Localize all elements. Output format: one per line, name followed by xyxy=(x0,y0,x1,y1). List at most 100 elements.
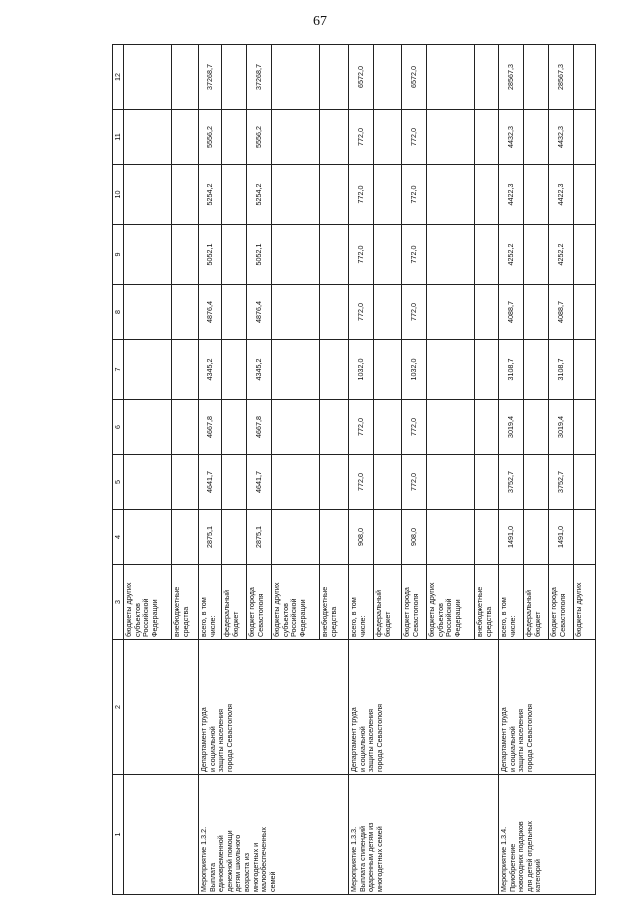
funding-source-cell: бюджет города Севастополя xyxy=(246,564,272,640)
column-number-header: 1 xyxy=(112,774,124,895)
funding-source-cell: всего, в том числе: xyxy=(498,564,524,640)
value-cell: 5556,2 xyxy=(198,109,222,165)
value-cell: 3019,4 xyxy=(548,399,574,455)
measure-cell: Мероприятие 1.3.4. Приобретение новогодн… xyxy=(498,774,596,895)
value-cell xyxy=(573,224,596,285)
value-cell xyxy=(123,164,172,225)
value-cell: 4088,7 xyxy=(498,284,524,340)
funding-source-cell: внебюджетные средства xyxy=(474,564,499,640)
value-cell xyxy=(123,454,172,510)
value-cell xyxy=(221,454,247,510)
value-cell xyxy=(171,339,199,400)
value-cell xyxy=(474,164,499,225)
value-cell xyxy=(426,509,475,565)
value-cell xyxy=(523,284,549,340)
value-cell xyxy=(523,109,549,165)
value-cell: 3752,7 xyxy=(548,454,574,510)
value-cell xyxy=(171,399,199,455)
column-number-header: 6 xyxy=(112,399,124,455)
value-cell xyxy=(373,454,402,510)
funding-source-cell: всего, в том числе: xyxy=(198,564,222,640)
column-number-header: 9 xyxy=(112,224,124,285)
column-number-header: 8 xyxy=(112,284,124,340)
table-row: Мероприятие 1.3.3. Выплата стипендий ода… xyxy=(348,44,499,895)
value-cell: 908,0 xyxy=(401,509,427,565)
value-cell: 1491,0 xyxy=(548,509,574,565)
value-cell xyxy=(573,454,596,510)
funding-source-cell: бюджет города Севастополя xyxy=(401,564,427,640)
value-cell: 4432,3 xyxy=(498,109,524,165)
funding-source-cell: бюджеты других субъектов Российской Феде… xyxy=(271,564,320,640)
measure-cell: Мероприятие 1.3.2. Выплата единовременно… xyxy=(198,774,349,895)
value-cell xyxy=(523,164,549,225)
value-cell xyxy=(319,509,349,565)
value-cell: 5254,2 xyxy=(198,164,222,225)
value-cell xyxy=(271,164,320,225)
value-cell xyxy=(426,109,475,165)
value-cell xyxy=(319,164,349,225)
value-cell xyxy=(123,109,172,165)
value-cell xyxy=(171,509,199,565)
value-cell: 28567,3 xyxy=(548,44,574,110)
value-cell xyxy=(221,339,247,400)
value-cell: 2875,1 xyxy=(198,509,222,565)
value-cell: 4252,2 xyxy=(548,224,574,285)
funding-source-cell: внебюджетные средства xyxy=(171,564,199,640)
value-cell xyxy=(573,164,596,225)
value-cell xyxy=(319,339,349,400)
rotated-table-container: 1 2 3 4 5 6 7 8 9 10 11 12 бюджеты других субъектов … xyxy=(112,44,596,895)
funding-source-cell: бюджет города Севастополя xyxy=(548,564,574,640)
value-cell: 908,0 xyxy=(348,509,374,565)
table-row: Мероприятие 1.3.4. Приобретение новогодн… xyxy=(498,44,596,895)
value-cell xyxy=(474,284,499,340)
value-cell xyxy=(221,109,247,165)
value-cell xyxy=(426,164,475,225)
value-cell xyxy=(426,399,475,455)
value-cell xyxy=(221,284,247,340)
value-cell xyxy=(573,44,596,110)
value-cell xyxy=(426,284,475,340)
value-cell: 4641,7 xyxy=(246,454,272,510)
value-cell xyxy=(426,224,475,285)
table-row: бюджеты других субъектов Российской Феде… xyxy=(123,44,199,895)
value-cell: 772,0 xyxy=(401,109,427,165)
value-cell: 772,0 xyxy=(348,454,374,510)
funding-source-cell: внебюджетные средства xyxy=(319,564,349,640)
value-cell xyxy=(221,44,247,110)
value-cell xyxy=(319,284,349,340)
budget-table: 1 2 3 4 5 6 7 8 9 10 11 12 бюджеты других субъектов … xyxy=(112,44,596,895)
value-cell xyxy=(523,339,549,400)
value-cell xyxy=(271,224,320,285)
value-cell: 772,0 xyxy=(348,399,374,455)
value-cell xyxy=(171,109,199,165)
value-cell xyxy=(171,164,199,225)
value-cell: 4432,3 xyxy=(548,109,574,165)
column-number-header: 2 xyxy=(112,639,124,775)
value-cell xyxy=(373,339,402,400)
value-cell: 3108,7 xyxy=(498,339,524,400)
value-cell xyxy=(573,399,596,455)
value-cell xyxy=(474,339,499,400)
value-cell xyxy=(271,399,320,455)
value-cell: 3108,7 xyxy=(548,339,574,400)
value-cell: 5052,1 xyxy=(198,224,222,285)
value-cell xyxy=(221,509,247,565)
value-cell xyxy=(271,339,320,400)
column-number-header: 10 xyxy=(112,164,124,225)
value-cell: 3752,7 xyxy=(498,454,524,510)
value-cell xyxy=(373,109,402,165)
value-cell xyxy=(474,44,499,110)
value-cell xyxy=(373,164,402,225)
value-cell xyxy=(171,454,199,510)
value-cell xyxy=(474,454,499,510)
value-cell xyxy=(271,454,320,510)
value-cell xyxy=(171,284,199,340)
value-cell: 772,0 xyxy=(348,164,374,225)
value-cell: 772,0 xyxy=(348,224,374,285)
value-cell xyxy=(271,109,320,165)
executor-cell: Департамент труда и социальной защиты на… xyxy=(348,639,499,775)
column-number-header: 3 xyxy=(112,564,124,640)
value-cell xyxy=(123,224,172,285)
value-cell: 4252,2 xyxy=(498,224,524,285)
value-cell xyxy=(523,509,549,565)
